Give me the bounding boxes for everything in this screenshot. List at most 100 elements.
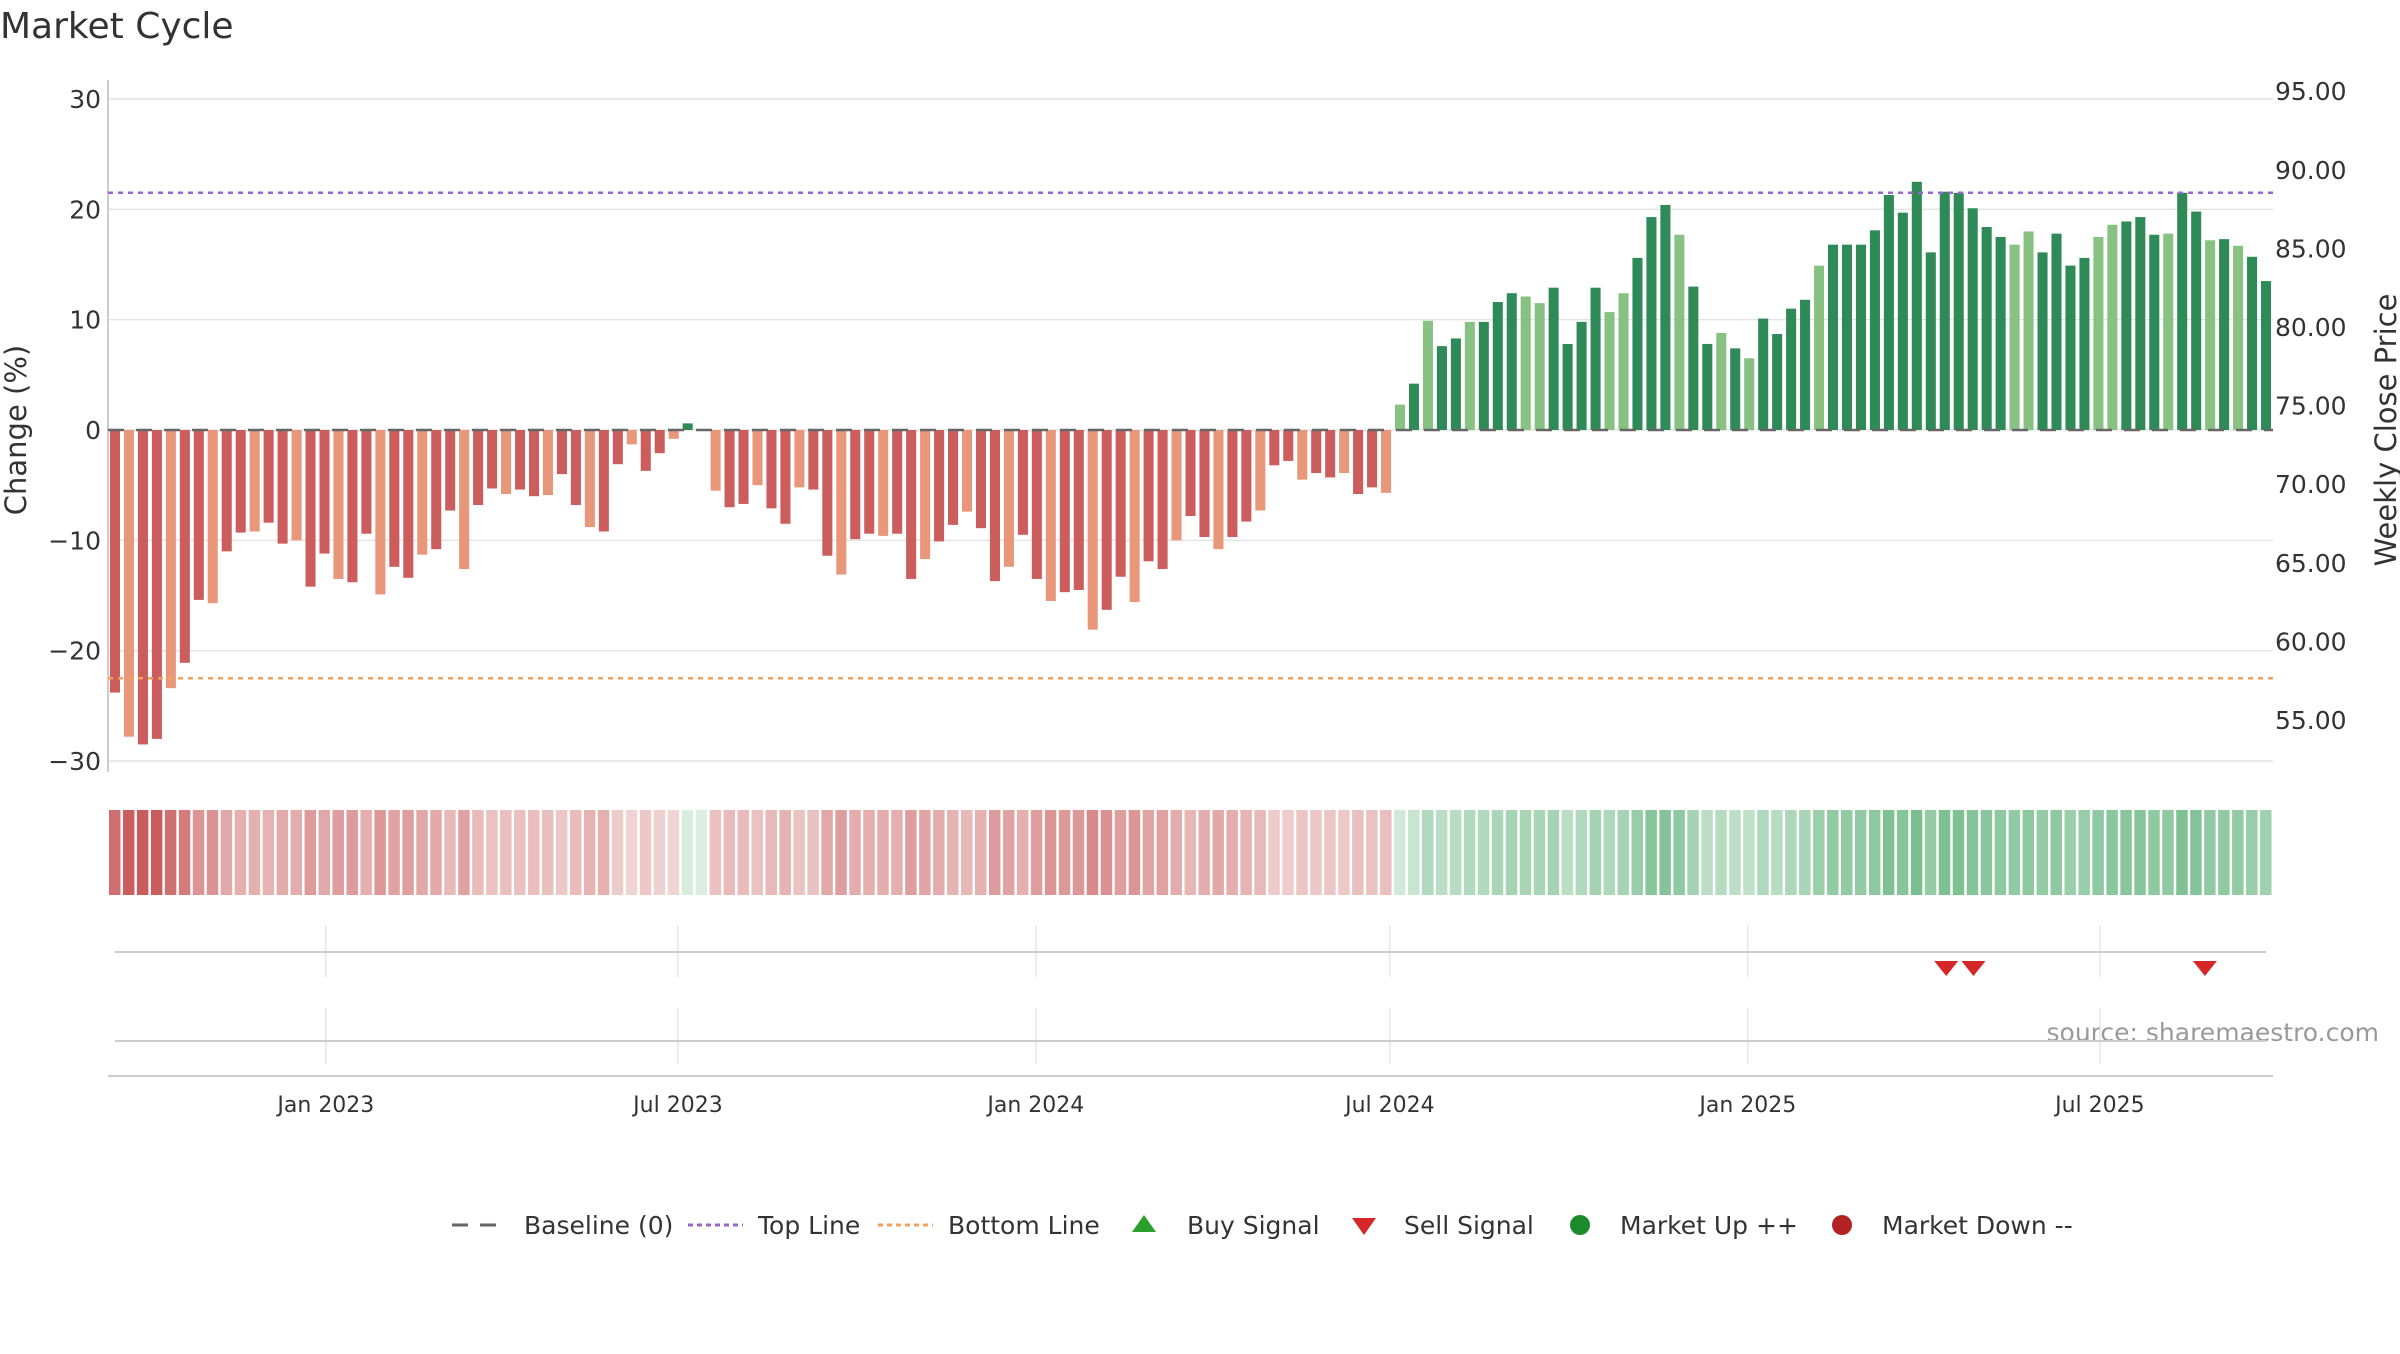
heat-cell — [2008, 810, 2021, 895]
heat-cell — [458, 810, 470, 895]
heat-cell — [1547, 810, 1560, 895]
bar — [920, 430, 931, 560]
heat-cell — [430, 810, 442, 895]
heat-cell — [2106, 810, 2118, 895]
legend-swatch-market-down — [1832, 1215, 1852, 1235]
bar — [1744, 358, 1755, 430]
heat-cell — [304, 810, 317, 895]
heat-cell — [402, 810, 414, 895]
heat-cell — [2204, 810, 2216, 895]
bar — [375, 430, 386, 595]
bar — [291, 430, 302, 541]
bar — [668, 430, 679, 439]
heat-cell — [947, 810, 959, 895]
bar — [1422, 320, 1433, 430]
bar — [724, 430, 735, 508]
heat-cell — [1533, 810, 1546, 895]
heat-cell — [1156, 810, 1169, 895]
heat-cell — [1603, 810, 1616, 895]
heat-cell — [583, 810, 596, 895]
bar — [515, 430, 526, 490]
bar — [1464, 321, 1475, 430]
bar — [277, 430, 288, 544]
legend-label: Top Line — [757, 1211, 860, 1240]
x-tick-label: Jul 2024 — [1343, 1093, 1435, 1118]
bar — [2191, 211, 2202, 430]
bar — [1115, 430, 1126, 577]
bar — [361, 430, 372, 534]
heat-cell — [1645, 810, 1657, 895]
bar — [822, 430, 833, 556]
bar — [305, 430, 316, 587]
bar — [598, 430, 609, 532]
legend-item: Buy Signal — [1132, 1211, 1320, 1240]
bar — [1017, 430, 1028, 535]
heat-cell — [1589, 810, 1602, 895]
legend-item: Bottom Line — [878, 1211, 1100, 1240]
heat-cell — [472, 810, 484, 895]
x-tick-label: Jan 2025 — [1697, 1093, 1796, 1118]
bar — [1520, 296, 1531, 430]
heat-cell — [1366, 810, 1378, 895]
heat-cell — [1128, 810, 1141, 895]
bar — [1129, 430, 1140, 603]
heat-cell — [1771, 810, 1783, 895]
heat-cell — [849, 810, 861, 895]
heat-cell — [1994, 810, 2007, 895]
bar — [948, 430, 959, 525]
heat-cell — [1310, 810, 1322, 895]
heat-cell — [1743, 810, 1755, 895]
y-tick-label-left: −30 — [48, 747, 101, 776]
heat-cell — [2260, 810, 2272, 895]
bar — [612, 430, 623, 465]
heat-cell — [1086, 810, 1099, 895]
bar — [207, 430, 218, 604]
bar — [151, 430, 162, 739]
bar — [934, 430, 945, 542]
bar — [808, 430, 819, 490]
bar — [1660, 204, 1671, 430]
heat-cell — [1421, 810, 1434, 895]
heat-cell — [1449, 810, 1462, 895]
heat-cell — [164, 810, 177, 895]
bar — [1381, 430, 1392, 493]
bar — [1814, 265, 1825, 430]
bar — [1506, 293, 1517, 430]
bar — [1562, 343, 1573, 430]
bar — [1576, 321, 1587, 430]
heat-cell — [360, 810, 372, 895]
heat-cell — [1827, 810, 1839, 895]
sell-signal-marker — [1934, 961, 1959, 976]
bar — [179, 430, 190, 663]
bar — [165, 430, 176, 689]
bar — [2247, 256, 2258, 430]
heat-cell — [1910, 810, 1923, 895]
heat-cell — [109, 810, 121, 895]
bar — [1436, 346, 1447, 430]
bar — [1897, 212, 1908, 430]
heat-cell — [961, 810, 973, 895]
bar — [542, 430, 554, 496]
bar — [1255, 430, 1266, 511]
bar — [1450, 338, 1461, 430]
heat-cell — [150, 810, 163, 895]
bar — [2135, 217, 2146, 430]
y-tick-label-right: 80.00 — [2275, 313, 2347, 342]
heat-cell — [765, 810, 777, 895]
bar — [584, 430, 595, 528]
bar — [864, 430, 875, 534]
heat-cell — [1575, 810, 1588, 895]
legend-label: Buy Signal — [1187, 1211, 1320, 1240]
bar — [501, 430, 512, 494]
y-tick-label-right: 75.00 — [2275, 392, 2347, 421]
bar — [1227, 430, 1238, 538]
bar — [445, 430, 456, 511]
bar — [1339, 430, 1350, 474]
y-axis-label-left: Change (%) — [0, 345, 33, 515]
heat-cell — [2232, 810, 2244, 895]
heat-cell — [821, 810, 833, 895]
heat-cell — [2092, 810, 2104, 895]
heat-cell — [1254, 810, 1266, 895]
bar — [2260, 281, 2272, 430]
